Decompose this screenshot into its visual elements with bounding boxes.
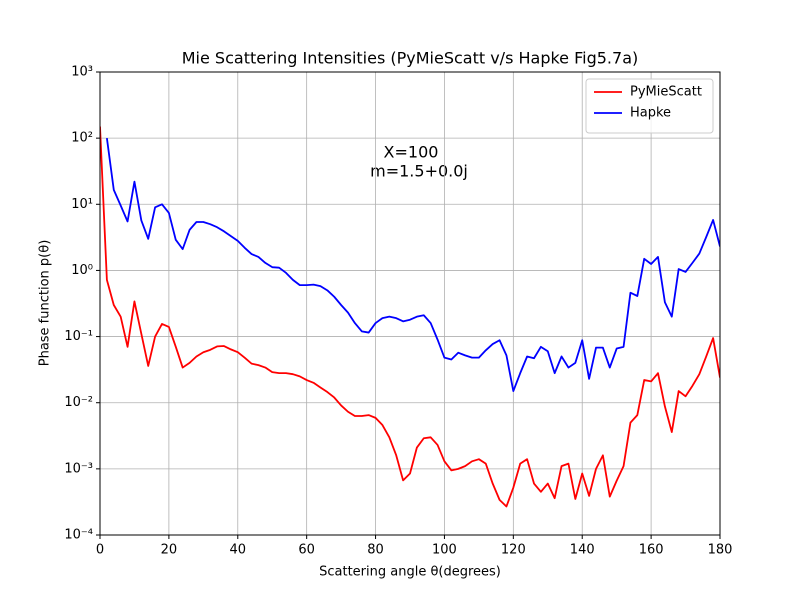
legend-label: PyMieScatt <box>630 85 702 100</box>
x-axis-label: Scattering angle θ(degrees) <box>319 565 501 580</box>
x-tick-label: 0 <box>96 543 104 558</box>
annotation: m=1.5+0.0j <box>370 162 468 181</box>
y-tick-label: 10³ <box>71 65 93 80</box>
x-tick-label: 20 <box>161 543 178 558</box>
plot-frame <box>99 71 721 536</box>
x-tick-label: 160 <box>639 543 664 558</box>
legend-label: Hapke <box>630 106 671 121</box>
x-tick-label: 140 <box>570 543 595 558</box>
series-line <box>105 138 720 392</box>
y-tick-label: 10⁻³ <box>64 461 93 476</box>
y-tick-label: 10⁻¹ <box>64 329 93 344</box>
x-tick-label: 40 <box>230 543 247 558</box>
y-axis-label: Phase function p(θ) <box>38 240 53 367</box>
x-tick-label: 60 <box>298 543 315 558</box>
series-line <box>100 126 720 508</box>
y-tick-label: 10⁻² <box>64 395 93 410</box>
annotation: X=100 <box>384 143 439 162</box>
y-tick-label: 10¹ <box>71 197 93 212</box>
y-tick-label: 10⁻⁴ <box>64 528 93 543</box>
x-tick-label: 180 <box>708 543 733 558</box>
x-tick-label: 100 <box>432 543 457 558</box>
y-tick-label: 10⁰ <box>71 263 93 278</box>
y-tick-label: 10² <box>71 131 93 146</box>
x-tick-label: 80 <box>367 543 384 558</box>
chart-title: Mie Scattering Intensities (PyMieScatt v… <box>182 49 639 68</box>
x-tick-label: 120 <box>501 543 526 558</box>
